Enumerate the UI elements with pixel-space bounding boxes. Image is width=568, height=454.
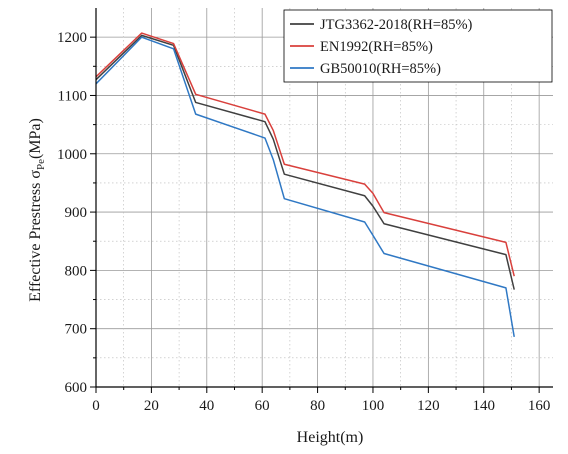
series-line-2 bbox=[95, 32, 515, 277]
x-tick-label: 160 bbox=[528, 398, 551, 414]
legend-label-2: EN1992(RH=85%) bbox=[320, 39, 433, 55]
x-tick-label: 140 bbox=[473, 398, 496, 414]
legend: JTG3362-2018(RH=85%) EN1992(RH=85%) GB5001… bbox=[283, 9, 553, 83]
series-lines bbox=[95, 32, 515, 337]
x-tick-label: 0 bbox=[92, 398, 100, 414]
series-line-1 bbox=[95, 34, 515, 290]
legend-label-3: GB50010(RH=85%) bbox=[320, 61, 441, 77]
x-tick-label: 100 bbox=[362, 398, 385, 414]
y-tick-label: 1100 bbox=[58, 88, 87, 104]
tick-labels: 0 20 40 60 80 100 120 140 160 600 700 800 900 1000 110… bbox=[57, 30, 550, 414]
x-tick-label: 120 bbox=[417, 398, 440, 414]
x-tick-label: 60 bbox=[255, 398, 270, 414]
legend-box bbox=[283, 9, 553, 83]
series-line-3 bbox=[95, 36, 515, 337]
axes bbox=[90, 8, 553, 393]
x-tick-label: 20 bbox=[144, 398, 159, 414]
y-axis-label: Effective Prestress σPe(MPa) bbox=[27, 118, 47, 302]
y-axis-label-unit: (MPa) bbox=[27, 118, 44, 159]
y-axis-label-main: Effective Prestress σ bbox=[27, 170, 44, 302]
x-axis-label: Height(m) bbox=[297, 429, 364, 446]
y-tick-label: 600 bbox=[65, 380, 88, 396]
x-tick-label: 80 bbox=[310, 398, 325, 414]
y-tick-label: 1000 bbox=[57, 147, 87, 163]
y-tick-label: 1200 bbox=[57, 30, 87, 46]
x-tick-label: 40 bbox=[199, 398, 214, 414]
legend-label-1: JTG3362-2018(RH=85%) bbox=[320, 17, 473, 33]
y-axis-label-sub: Pe bbox=[35, 159, 47, 170]
y-tick-label: 900 bbox=[65, 205, 88, 221]
y-tick-label: 700 bbox=[65, 322, 88, 338]
y-tick-label: 800 bbox=[65, 263, 88, 279]
